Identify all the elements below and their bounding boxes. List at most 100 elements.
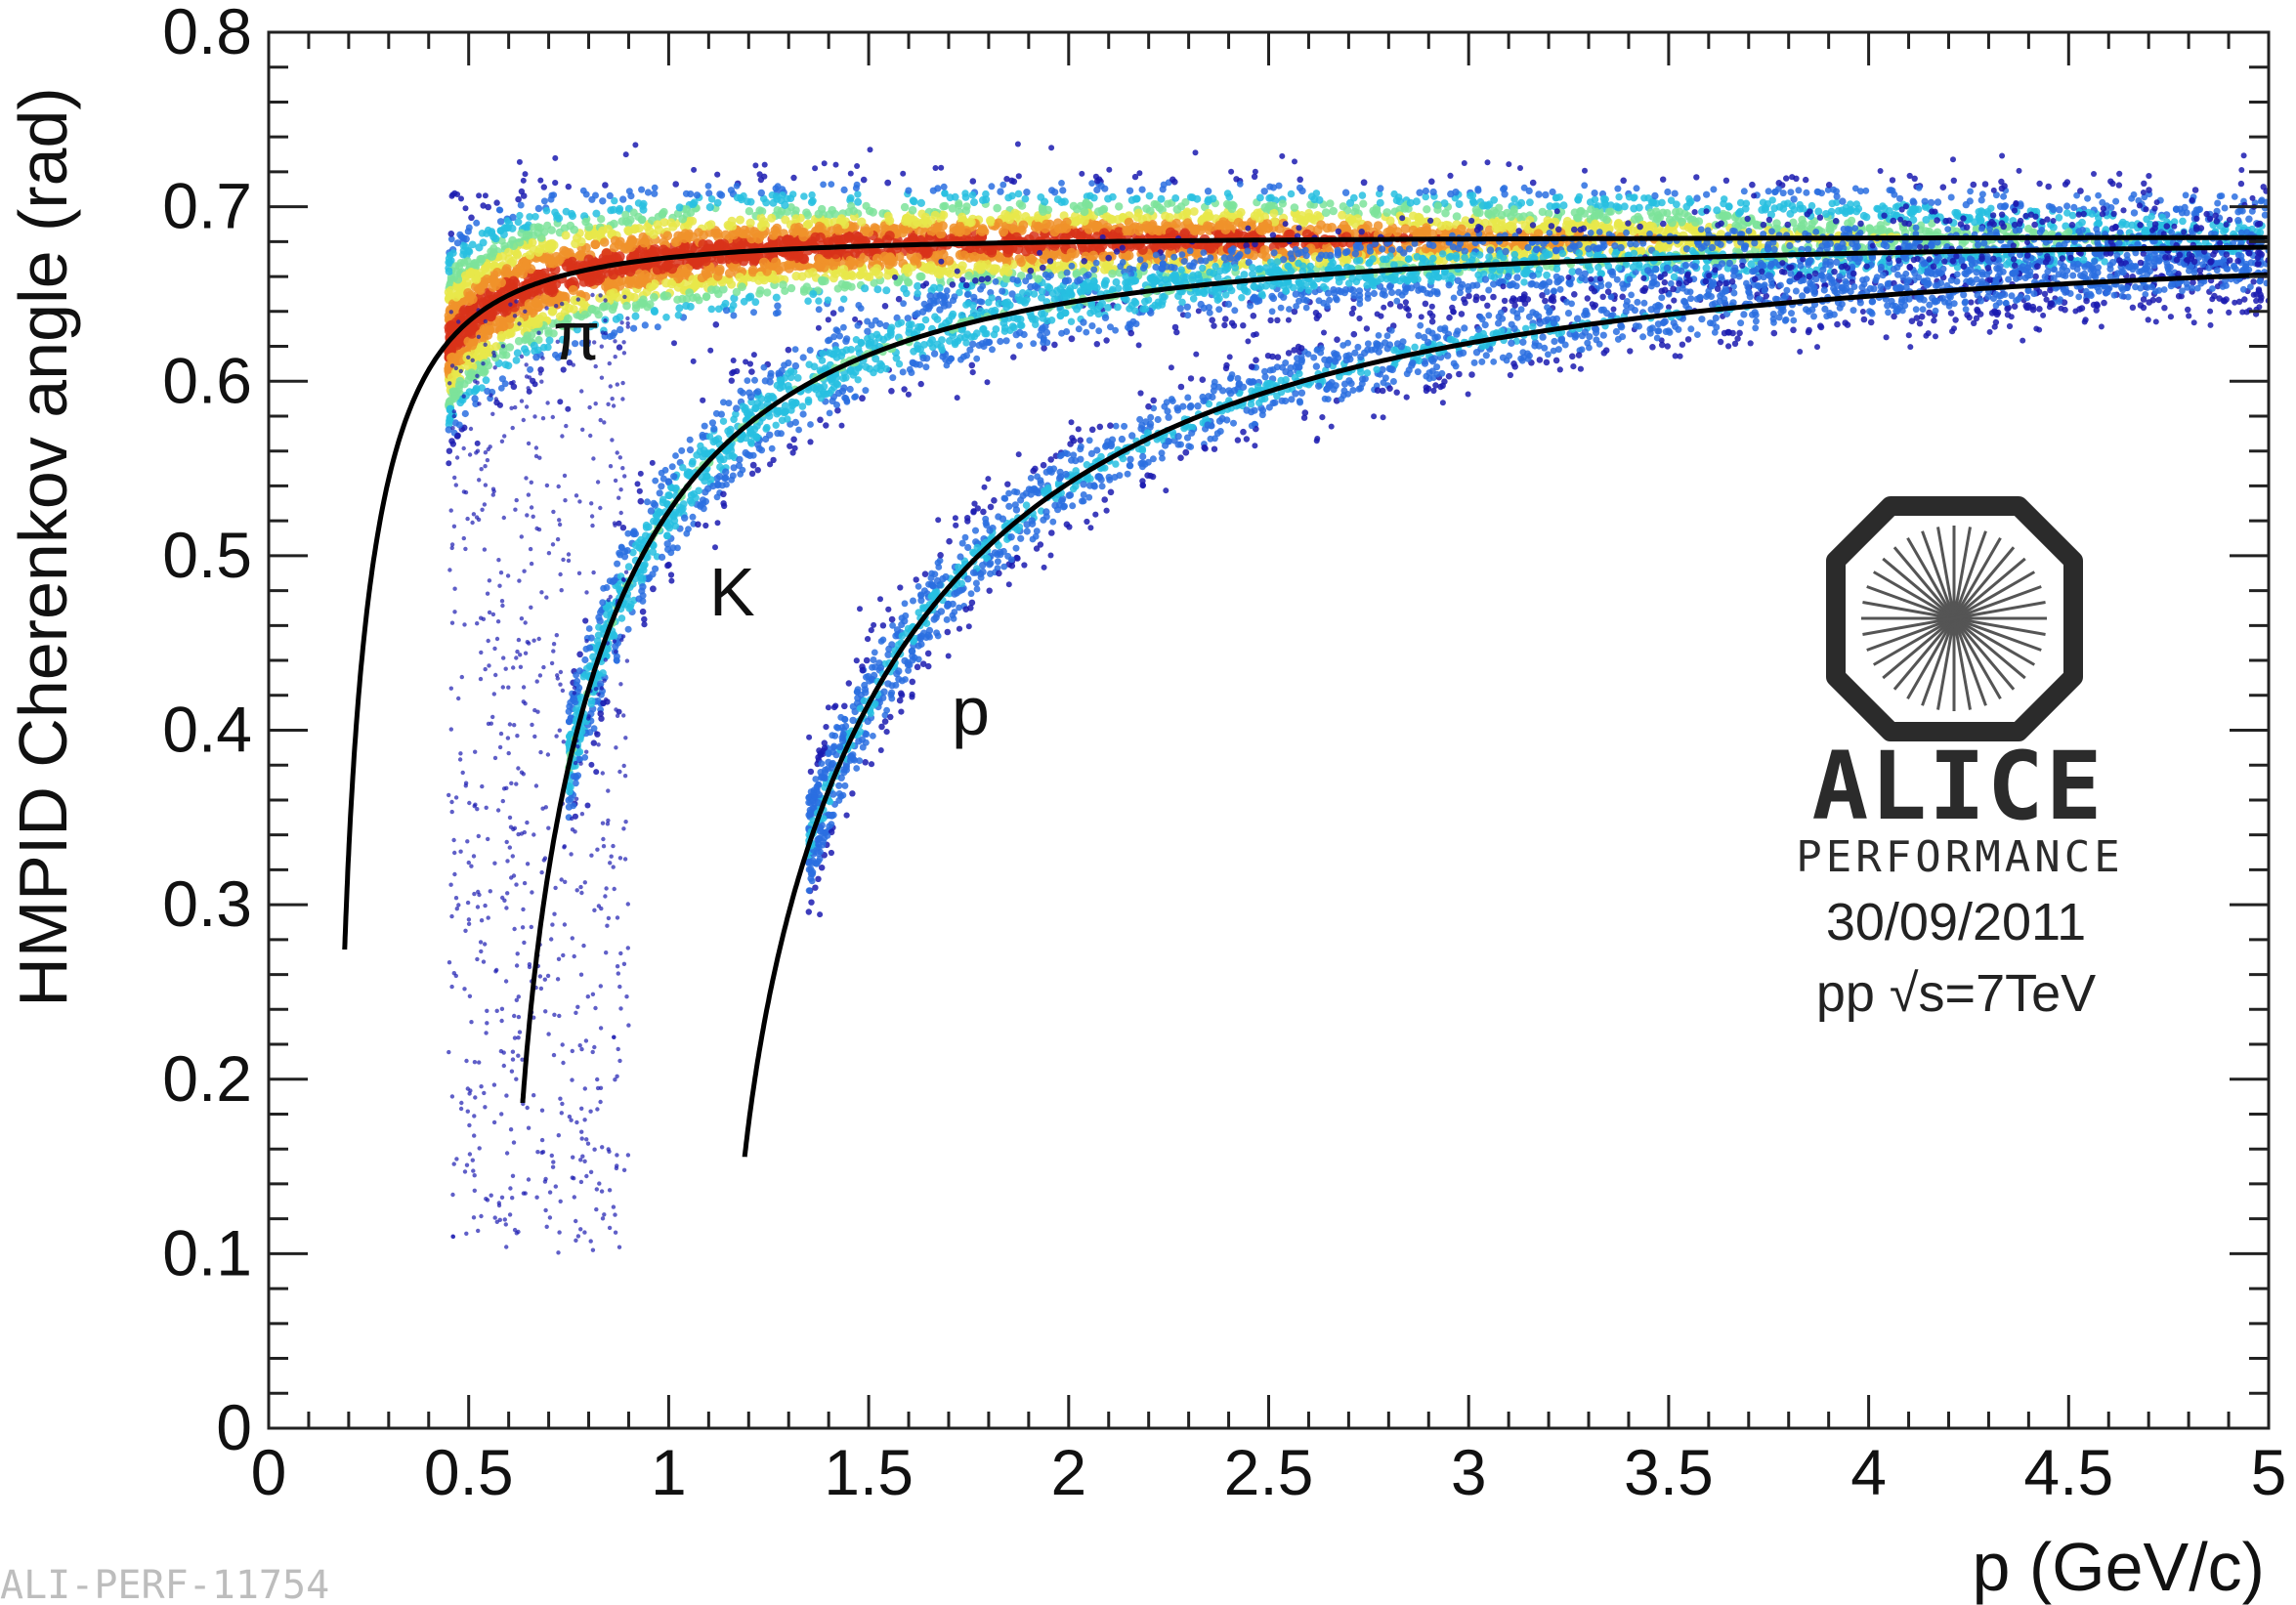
scatter-point-π	[540, 197, 548, 205]
scatter-point-π	[651, 190, 659, 197]
scatter-point-π	[850, 247, 861, 258]
scatter-point-π	[837, 279, 847, 289]
scatter-point-π	[1740, 188, 1748, 195]
scatter-point-π	[531, 213, 539, 221]
scatter-point-π	[884, 179, 892, 187]
scatter-point-π	[1106, 166, 1113, 173]
scatter-point-π	[488, 252, 496, 261]
scatter-point-π	[729, 301, 738, 310]
scatter-point-π	[1164, 199, 1172, 208]
scatter-point-π	[1275, 182, 1283, 190]
scatter-point-π	[1382, 208, 1392, 217]
scatter-point-π	[1359, 199, 1368, 208]
scatter-point-π	[727, 279, 737, 289]
scatter-point-π	[1909, 197, 1917, 205]
scatter-point-π	[540, 184, 547, 190]
scatter-point-π	[940, 183, 948, 190]
scatter-point-π	[479, 238, 488, 247]
scatter-point-π	[454, 380, 464, 390]
scatter-point-π	[1192, 149, 1199, 156]
scatter-point-π	[2257, 197, 2265, 205]
scatter-point-π	[1490, 195, 1499, 204]
scatter-point-π	[939, 210, 949, 220]
scatter-point-π	[1225, 192, 1234, 201]
scatter-point-π	[1093, 207, 1103, 217]
scatter-point-π	[1628, 226, 1638, 236]
scatter-point-π	[847, 170, 854, 177]
scatter-point-π	[1556, 285, 1564, 293]
scatter-point-π	[516, 158, 523, 165]
scatter-point-π	[569, 212, 576, 221]
scatter-point-π	[480, 368, 489, 377]
scatter-point-π	[449, 441, 456, 447]
scatter-point-π	[740, 225, 749, 235]
scatter-point-π	[645, 227, 655, 236]
scatter-point-π	[1635, 203, 1643, 212]
scatter-point-π	[2001, 183, 2008, 190]
scatter-point-π	[986, 216, 996, 226]
scatter-point-π	[912, 252, 922, 263]
scatter-point-π	[2146, 173, 2152, 180]
scatter-point-π	[824, 218, 833, 228]
scatter-point-π	[625, 188, 633, 195]
scatter-point-π	[453, 239, 461, 247]
scatter-point-π	[1059, 187, 1067, 194]
scatter-point-π	[1016, 257, 1026, 268]
scatter-point-π	[1169, 176, 1176, 184]
scatter-point-π	[774, 183, 782, 190]
scatter-point-π	[499, 231, 508, 238]
scatter-point-π	[1620, 177, 1627, 185]
scatter-point-π	[1614, 185, 1622, 192]
scatter-point-π	[533, 295, 544, 306]
scatter-point-π	[1862, 187, 1870, 194]
scatter-point-π	[631, 312, 640, 320]
scatter-point-π	[930, 210, 940, 220]
scatter-point-π	[820, 276, 829, 285]
scatter-point-π	[713, 198, 722, 207]
scatter-point-π	[517, 201, 525, 209]
scatter-point-π	[650, 292, 659, 302]
scatter-point-π	[714, 289, 723, 299]
scatter-point-π	[468, 240, 477, 249]
scatter-point-π	[516, 211, 524, 220]
scatter-point-π	[599, 197, 607, 205]
scatter-point-π	[1652, 199, 1661, 208]
scatter-point-π	[824, 296, 832, 304]
scatter-point-π	[2130, 209, 2139, 217]
scatter-point-π	[1525, 187, 1533, 194]
scatter-point-π	[908, 205, 917, 215]
scatter-point-π	[740, 297, 748, 306]
scatter-point-π	[531, 381, 538, 388]
scatter-point-π	[690, 358, 697, 364]
scatter-point-π	[713, 272, 723, 281]
scatter-point-π	[1542, 190, 1550, 199]
scatter-point-π	[639, 237, 650, 248]
scatter-point-π	[790, 174, 797, 182]
scatter-point-π	[2063, 179, 2071, 186]
scatter-point-π	[528, 237, 537, 247]
scatter-point-π	[496, 206, 504, 214]
scatter-point-π	[654, 323, 661, 331]
scatter-point-π	[1206, 222, 1216, 232]
scatter-point-π	[821, 160, 828, 167]
scatter-point-π	[1236, 181, 1244, 188]
scatter-point-π	[756, 171, 763, 178]
scatter-point-π	[1934, 198, 1942, 206]
scatter-point-π	[608, 270, 618, 280]
scatter-point-π	[705, 203, 714, 212]
scatter-point-π	[515, 195, 522, 203]
scatter-point-π	[2178, 209, 2187, 217]
scatter-point-π	[1072, 216, 1082, 227]
scatter-point-π	[1822, 210, 1830, 218]
scatter-point-π	[1101, 185, 1109, 192]
scatter-point-π	[451, 292, 461, 302]
scatter-point-π	[749, 255, 760, 266]
scatter-point-π	[637, 215, 647, 225]
scatter-point-π	[1921, 197, 1929, 205]
scatter-point-π	[552, 154, 559, 161]
scatter-point-π	[714, 171, 721, 178]
scatter-point-π	[1670, 273, 1679, 281]
scatter-point-π	[1970, 181, 1977, 189]
scatter-point-π	[672, 181, 679, 188]
scatter-point-π	[844, 232, 855, 243]
